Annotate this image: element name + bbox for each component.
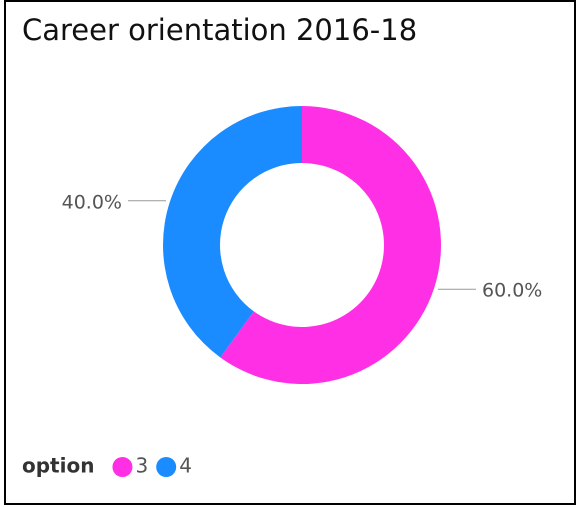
legend-swatch [156,457,177,477]
donut-slice [162,106,302,358]
chart-title: Career orientation 2016-18 [22,13,417,47]
data-label: 40.0% [62,191,122,213]
data-label: 60.0% [482,280,542,302]
legend-swatch [112,457,133,477]
legend-label: 4 [179,454,192,478]
legend-label: 3 [135,454,148,478]
donut-slice [220,106,441,384]
legend-title: option [22,454,94,478]
frame [4,0,576,505]
